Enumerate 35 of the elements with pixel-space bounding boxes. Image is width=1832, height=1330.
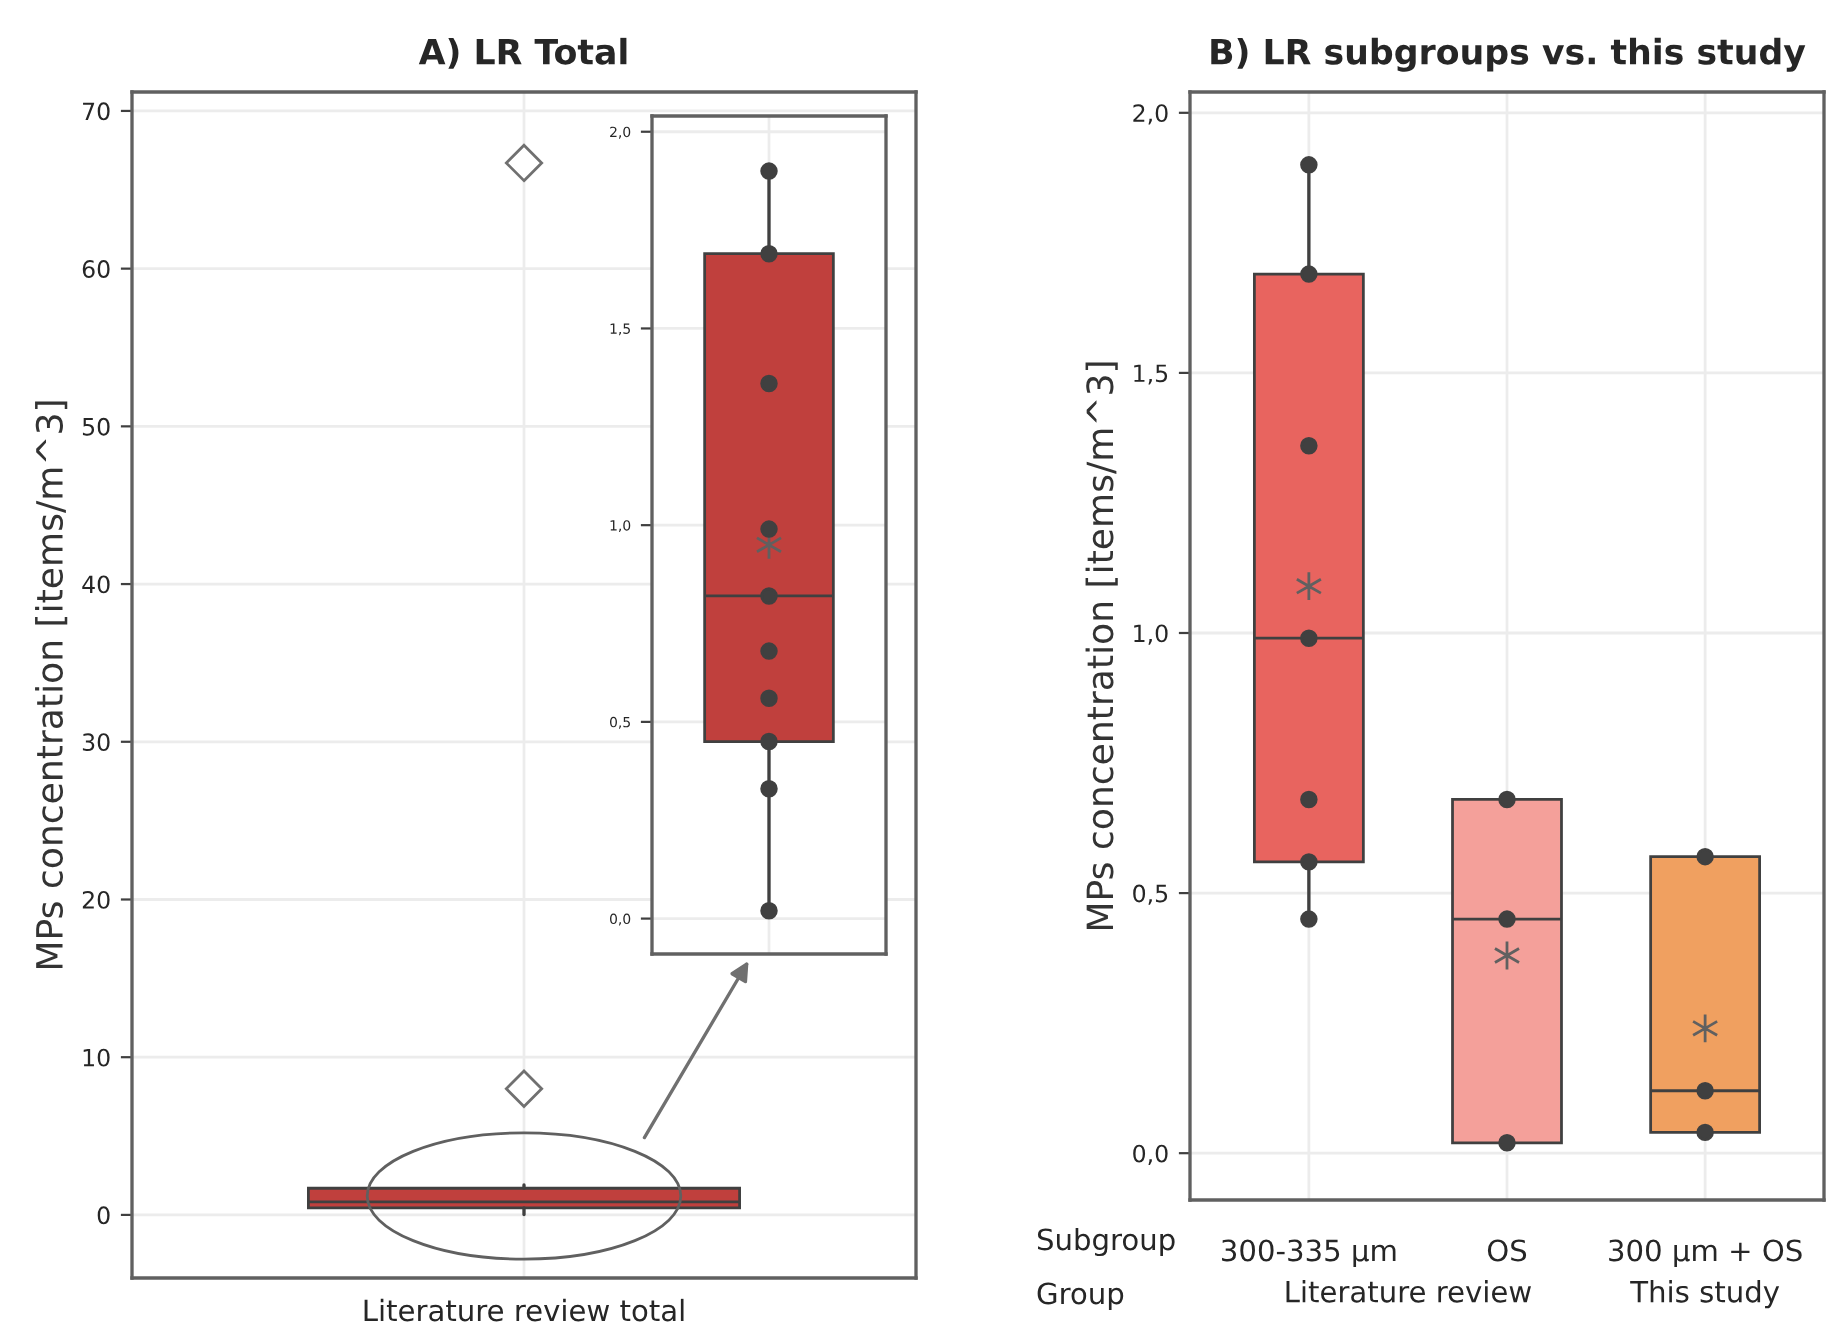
point xyxy=(760,901,778,920)
point xyxy=(760,162,778,180)
text: Group xyxy=(1037,1282,1124,1311)
chart-title: B) LR subgroups vs. this study xyxy=(1211,37,1806,72)
y-tick-label: 40 xyxy=(82,575,110,594)
text: Literature review xyxy=(1286,1280,1531,1303)
x-tick-label: 300-335 µm xyxy=(1222,1239,1396,1268)
text: This study xyxy=(1630,1280,1780,1309)
y-tick-label: 0,5 xyxy=(1133,884,1168,905)
point xyxy=(760,642,778,660)
y-tick-label: 70 xyxy=(83,102,110,121)
y-tick-label: 20 xyxy=(82,890,110,909)
y-tick-label: 60 xyxy=(82,260,110,278)
text: Subgroup xyxy=(1037,1227,1175,1257)
y-tick-label: 1,0 xyxy=(1134,624,1168,645)
point xyxy=(760,520,778,538)
y-axis-title: MPs concentration [items/m^3] xyxy=(35,401,68,969)
point xyxy=(760,780,778,798)
y-tick-label: 30 xyxy=(82,733,110,752)
point xyxy=(760,244,778,263)
y-tick-label: 2,0 xyxy=(1133,104,1168,125)
y-tick-label: 1,5 xyxy=(1134,364,1168,385)
y-tick-label: 10 xyxy=(83,1048,110,1067)
point xyxy=(760,732,778,751)
y-axis-title: MPs concentration [items/m^3] xyxy=(1085,362,1118,930)
x-tick-label: OS xyxy=(1487,1239,1527,1262)
point xyxy=(760,374,778,393)
x-tick-label: Literature review total xyxy=(364,1298,684,1322)
chart-title: A) LR Total xyxy=(418,37,627,69)
y-tick-label: 0 xyxy=(97,1206,110,1225)
point xyxy=(760,689,778,708)
x-tick-label: 300 µm + OS xyxy=(1609,1239,1802,1268)
y-tick-label: 0,0 xyxy=(1133,1144,1168,1165)
point xyxy=(760,587,778,605)
y-tick-label: 50 xyxy=(82,417,110,436)
